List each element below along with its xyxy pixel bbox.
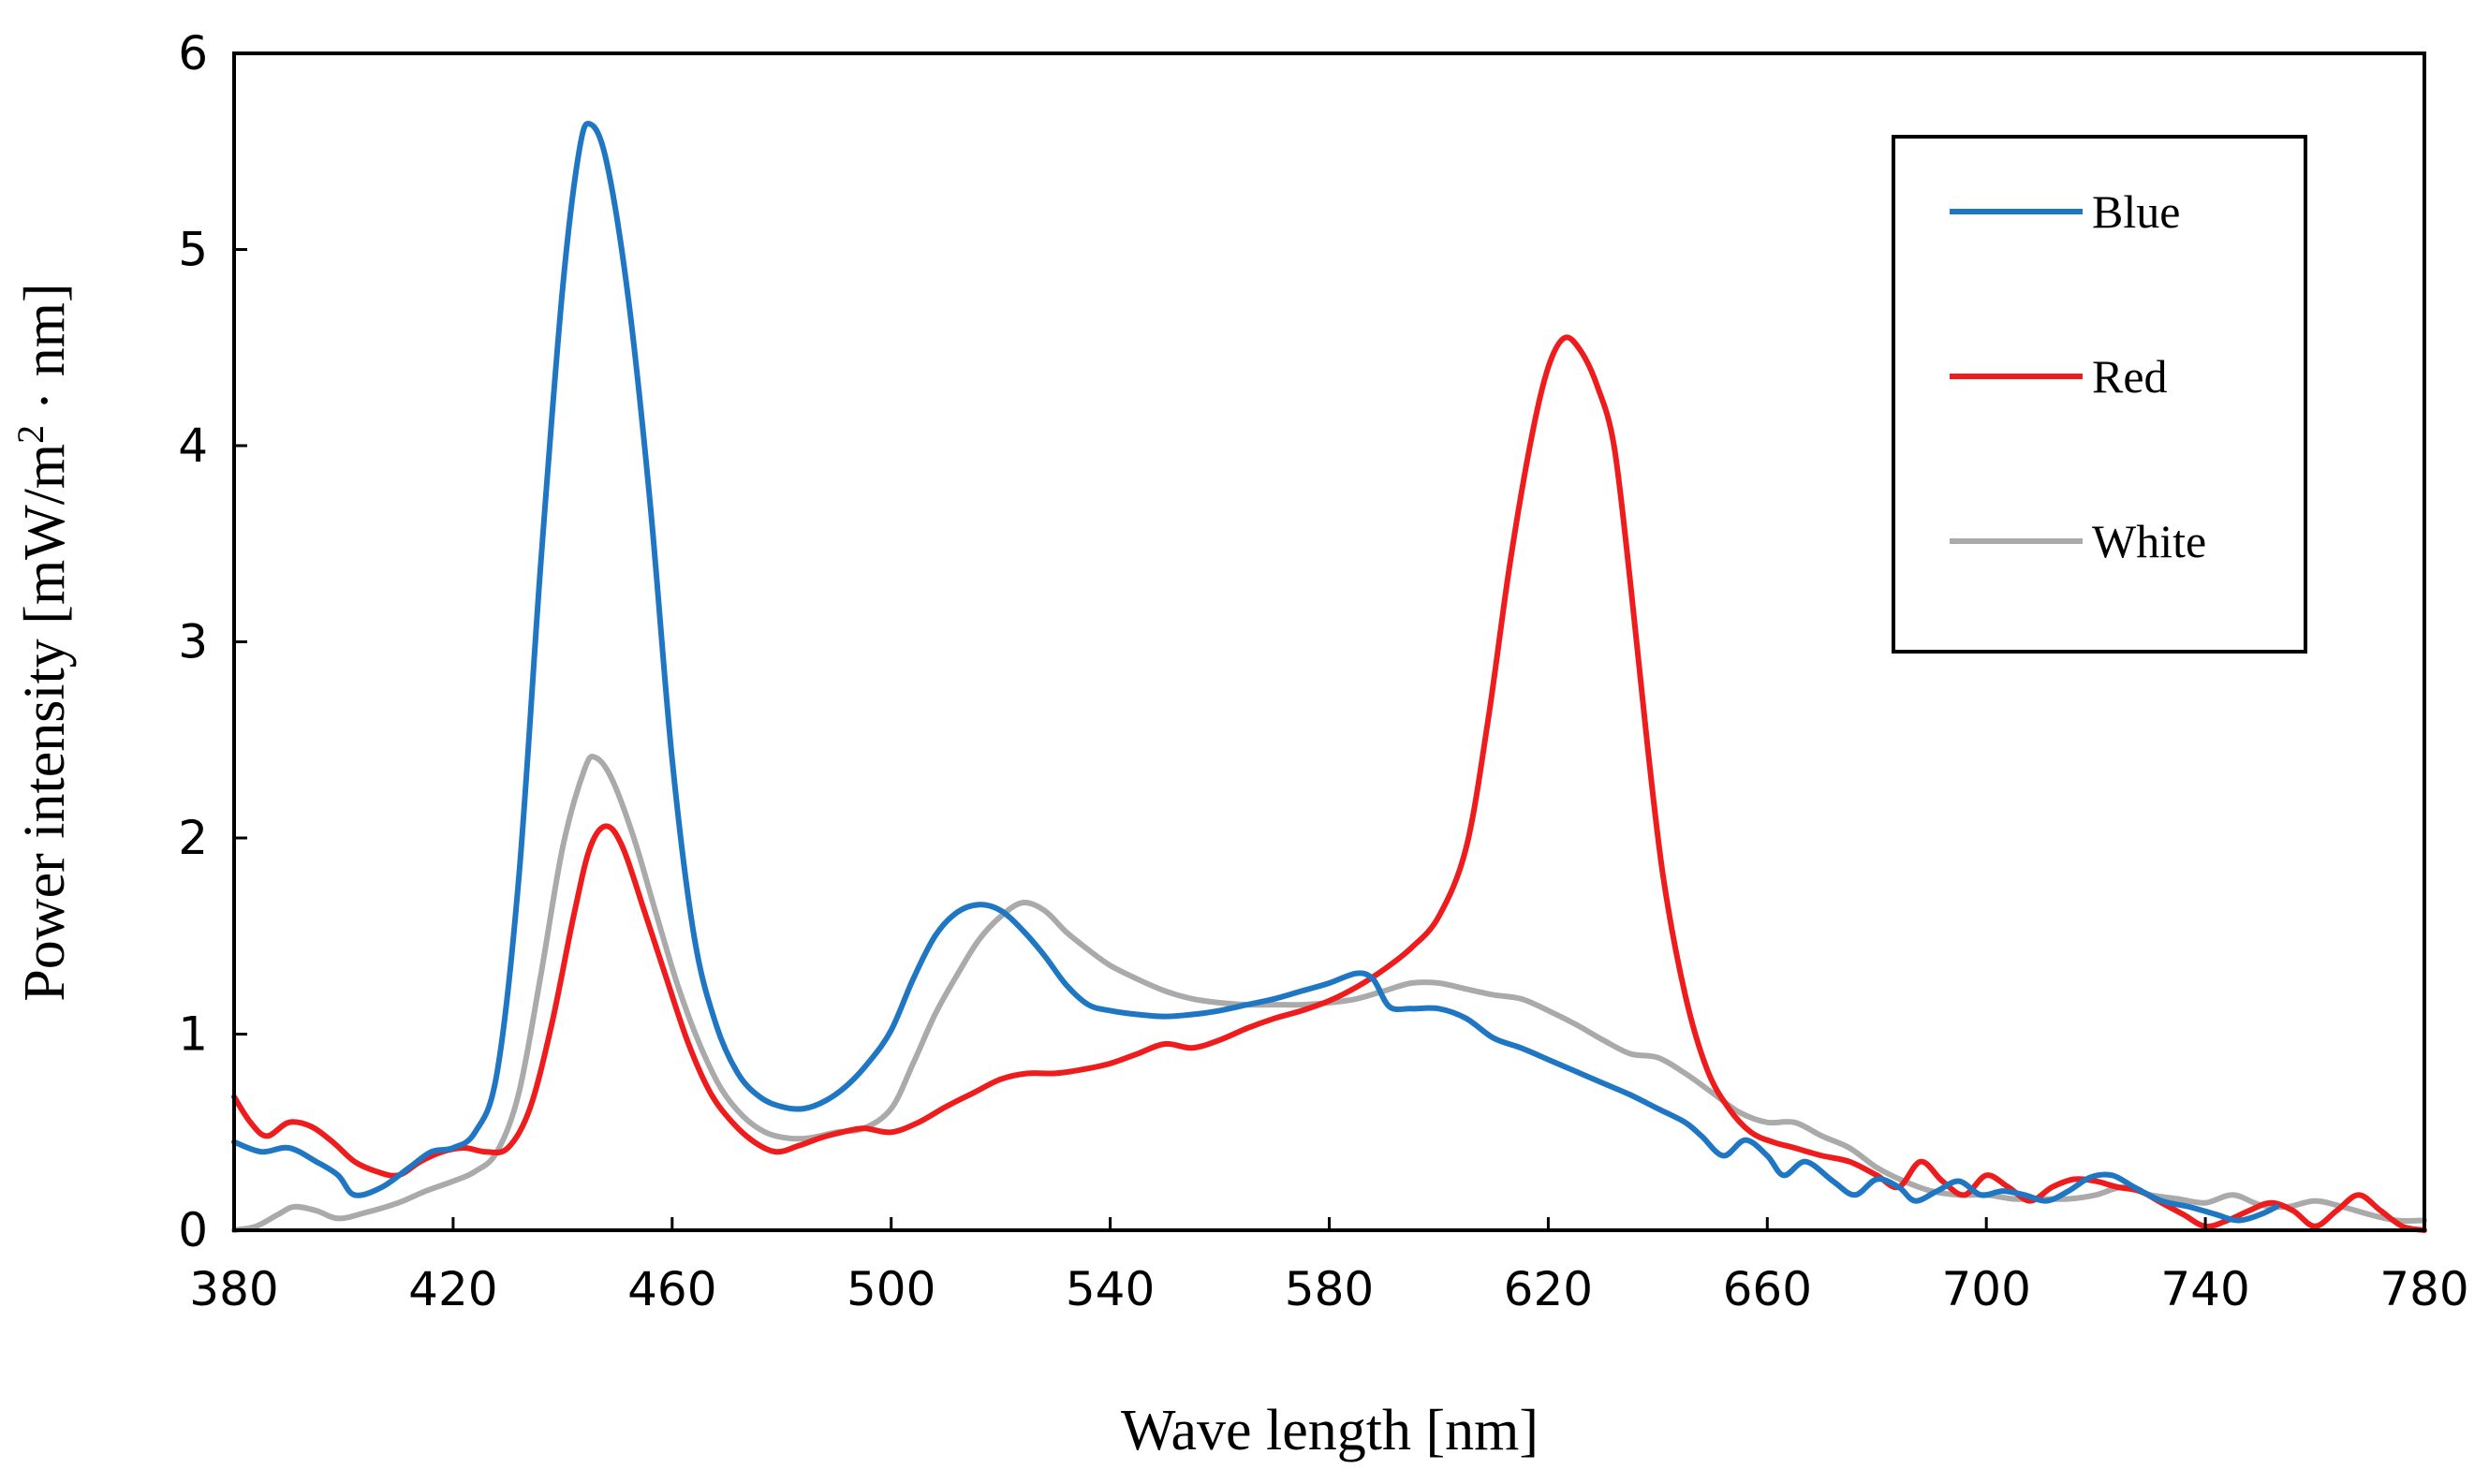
x-tick-label: 700 xyxy=(1941,1262,2030,1316)
x-axis-ticks: 380 420 460 500 540 580 620 660 700 740 780 xyxy=(189,1217,2469,1316)
x-tick-label: 500 xyxy=(847,1262,935,1316)
y-axis-title-end: · nm] xyxy=(13,283,77,425)
x-tick-label: 780 xyxy=(2379,1262,2468,1316)
x-tick-label: 620 xyxy=(1504,1262,1593,1316)
y-axis-title-superscript: 2 xyxy=(9,425,52,444)
y-tick-label: 5 xyxy=(178,223,208,277)
series-line-red xyxy=(231,334,2427,1233)
legend-label-red: Red xyxy=(2092,350,2168,403)
x-tick-label: 460 xyxy=(627,1262,716,1316)
y-axis-title-main: Power intensity [mW/m xyxy=(13,444,77,1002)
legend-label-white: White xyxy=(2092,515,2206,567)
legend: Blue Red White xyxy=(1950,185,2206,567)
x-tick-label: 740 xyxy=(2160,1262,2249,1316)
y-axis-ticks: 0 1 2 3 4 5 6 xyxy=(178,26,247,1257)
x-tick-label: 540 xyxy=(1066,1262,1155,1316)
y-tick-label: 3 xyxy=(178,615,208,669)
x-tick-label: 660 xyxy=(1723,1262,1812,1316)
series-line-blue xyxy=(231,120,2280,1224)
legend-label-blue: Blue xyxy=(2092,185,2180,238)
y-tick-label: 0 xyxy=(178,1203,208,1257)
series-line-white xyxy=(231,754,2427,1233)
legend-box xyxy=(1892,135,2307,654)
y-tick-label: 1 xyxy=(178,1007,208,1062)
series-layer xyxy=(231,120,2427,1233)
x-tick-label: 380 xyxy=(189,1262,278,1316)
y-tick-label: 4 xyxy=(178,419,208,473)
y-tick-label: 6 xyxy=(178,26,208,81)
x-tick-label: 580 xyxy=(1285,1262,1374,1316)
y-axis-title: Power intensity [mW/m2 · nm] xyxy=(9,283,77,1001)
x-axis-title: Wave length [nm] xyxy=(1121,1399,1539,1462)
y-tick-label: 2 xyxy=(178,811,208,865)
x-tick-label: 420 xyxy=(408,1262,497,1316)
